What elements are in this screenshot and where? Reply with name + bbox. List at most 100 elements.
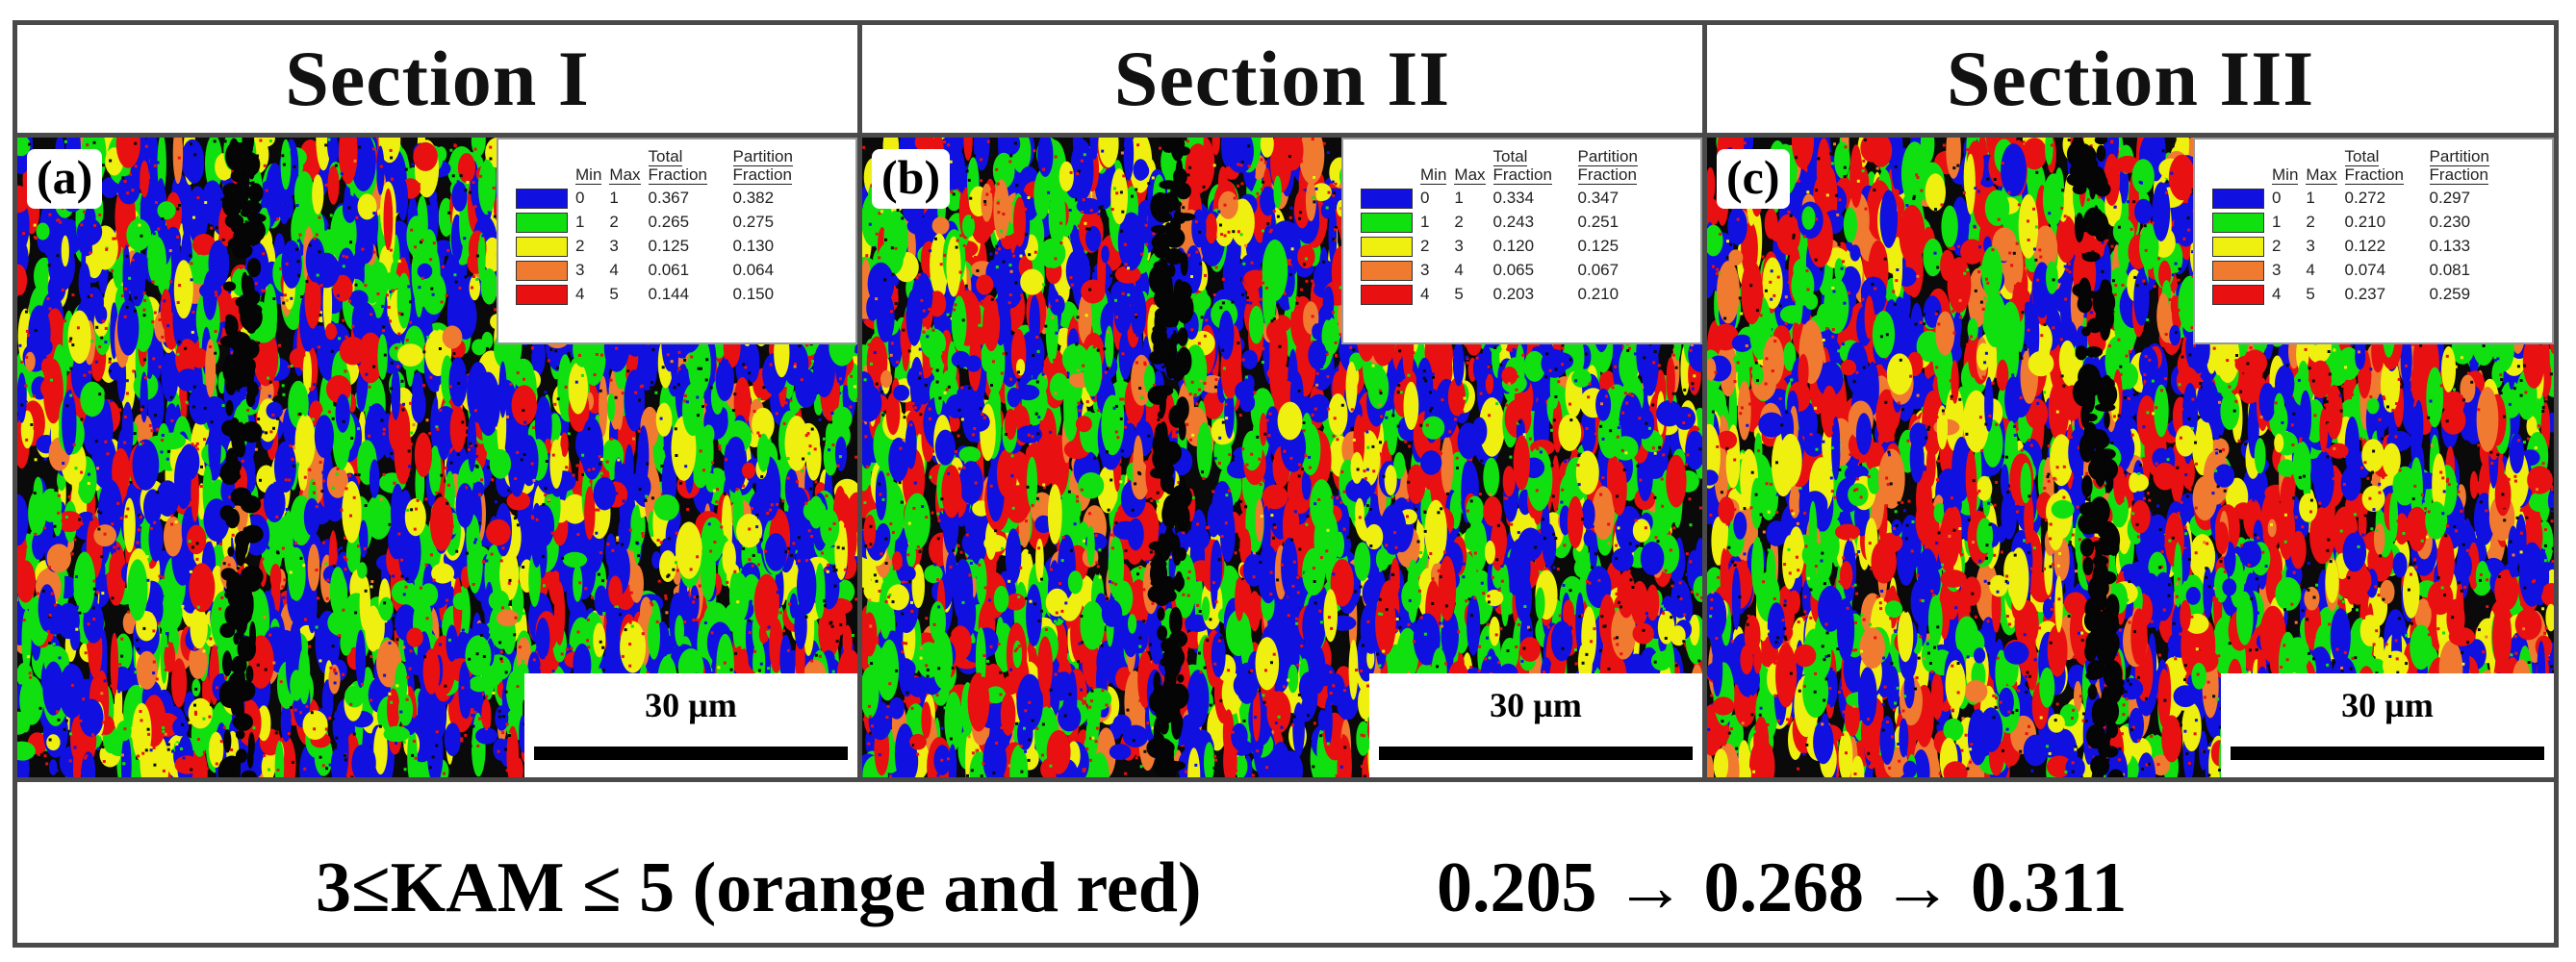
legend-partition-fraction: 0.130 xyxy=(732,237,775,255)
legend-max: 1 xyxy=(1454,189,1464,207)
legend-partition-fraction: 0.064 xyxy=(732,261,775,279)
legend-partition-fraction: 0.133 xyxy=(2429,237,2471,255)
legend-total-fraction: 0.144 xyxy=(648,285,690,303)
legend-partition-fraction: 0.347 xyxy=(1577,189,1620,207)
legend-row: 1 2 0.265 0.275 xyxy=(512,210,814,234)
legend-swatch xyxy=(2212,189,2264,210)
legend-min: 2 xyxy=(575,237,585,255)
legend-rows: 0 1 0.367 0.382 1 2 0.265 0.275 2 3 0.125 0.130 3 4 0.… xyxy=(512,186,814,306)
section-title-1: Section I xyxy=(285,35,590,122)
section-title-2: Section II xyxy=(1113,35,1451,122)
legend-header-max: Max xyxy=(2306,165,2337,185)
kam-legend-a: Min Max Total Fraction Partition Fractio… xyxy=(497,138,857,344)
legend-min: 3 xyxy=(575,261,585,279)
legend-header-partition: Partition Fraction xyxy=(2429,147,2489,185)
legend-row: 1 2 0.210 0.230 xyxy=(2208,210,2511,234)
legend-row: 2 3 0.125 0.130 xyxy=(512,234,814,258)
legend-swatch xyxy=(516,237,568,258)
legend-partition-fraction: 0.297 xyxy=(2429,189,2471,207)
legend-partition-fraction: 0.259 xyxy=(2429,285,2471,303)
legend-header-max: Max xyxy=(609,165,641,185)
legend-max: 2 xyxy=(1454,213,1464,231)
legend-total-fraction: 0.074 xyxy=(2344,261,2386,279)
legend-total-fraction: 0.125 xyxy=(648,237,690,255)
legend-swatch xyxy=(1361,261,1413,282)
legend-total-fraction: 0.122 xyxy=(2344,237,2386,255)
scale-bar-label-a: 30 µm xyxy=(645,686,737,724)
legend-total-fraction: 0.061 xyxy=(648,261,690,279)
legend-header-total: Total Fraction xyxy=(648,147,707,185)
legend-table: Min Max Total Fraction Partition Fractio… xyxy=(1357,147,1659,306)
scale-bar-box-c: 30 µm xyxy=(2221,673,2554,777)
legend-header-min: Min xyxy=(575,165,602,185)
legend-min: 2 xyxy=(1420,237,1430,255)
legend-header-total: Total Fraction xyxy=(1492,147,1552,185)
title-divider xyxy=(17,133,2554,138)
legend-partition-fraction: 0.210 xyxy=(1577,285,1620,303)
kam-legend-b: Min Max Total Fraction Partition Fractio… xyxy=(1341,138,1702,344)
legend-min: 2 xyxy=(2272,237,2282,255)
legend-min: 4 xyxy=(2272,285,2282,303)
legend-table: Min Max Total Fraction Partition Fractio… xyxy=(2208,147,2511,306)
legend-min: 1 xyxy=(2272,213,2282,231)
legend-max: 4 xyxy=(2306,261,2315,279)
scale-bar-label-b: 30 µm xyxy=(1490,686,1582,724)
kam-map-panel-c: (c) Min Max Total Fraction Partition Fra… xyxy=(1707,138,2554,777)
scale-bar-box-b: 30 µm xyxy=(1369,673,1702,777)
legend-total-fraction: 0.265 xyxy=(648,213,690,231)
legend-min: 0 xyxy=(2272,189,2282,207)
legend-row: 0 1 0.367 0.382 xyxy=(512,186,814,210)
panel-label-b: (b) xyxy=(872,149,951,209)
legend-max: 3 xyxy=(1454,237,1464,255)
legend-swatch xyxy=(516,261,568,282)
legend-swatch xyxy=(516,213,568,234)
kam-map-panel-a: (a) Min Max Total Fraction Partition Fra… xyxy=(17,138,857,777)
legend-max: 2 xyxy=(609,213,619,231)
legend-swatch xyxy=(1361,237,1413,258)
legend-row: 3 4 0.074 0.081 xyxy=(2208,258,2511,282)
legend-total-fraction: 0.120 xyxy=(1492,237,1535,255)
legend-table: Min Max Total Fraction Partition Fractio… xyxy=(512,147,814,306)
legend-max: 1 xyxy=(2306,189,2315,207)
legend-row: 4 5 0.203 0.210 xyxy=(1357,282,1659,306)
legend-min: 3 xyxy=(1420,261,1430,279)
legend-partition-fraction: 0.251 xyxy=(1577,213,1620,231)
legend-partition-fraction: 0.067 xyxy=(1577,261,1620,279)
legend-swatch xyxy=(1361,189,1413,210)
legend-row: 2 3 0.122 0.133 xyxy=(2208,234,2511,258)
legend-swatch xyxy=(2212,213,2264,234)
legend-swatch xyxy=(516,189,568,210)
legend-total-fraction: 0.237 xyxy=(2344,285,2386,303)
legend-row: 3 4 0.065 0.067 xyxy=(1357,258,1659,282)
legend-row: 4 5 0.237 0.259 xyxy=(2208,282,2511,306)
scale-bar-a xyxy=(534,747,848,760)
legend-row: 0 1 0.272 0.297 xyxy=(2208,186,2511,210)
caption-divider xyxy=(17,777,2554,782)
panel-label-c: (c) xyxy=(1717,149,1790,209)
legend-total-fraction: 0.203 xyxy=(1492,285,1535,303)
kam-map-panel-b: (b) Min Max Total Fraction Partition Fra… xyxy=(862,138,1702,777)
legend-rows: 0 1 0.272 0.297 1 2 0.210 0.230 2 3 0.122 0.133 3 4 0.… xyxy=(2208,186,2511,306)
legend-row: 0 1 0.334 0.347 xyxy=(1357,186,1659,210)
legend-header-partition: Partition Fraction xyxy=(732,147,793,185)
legend-partition-fraction: 0.081 xyxy=(2429,261,2471,279)
kam-legend-c: Min Max Total Fraction Partition Fractio… xyxy=(2193,138,2554,344)
scale-bar-label-c: 30 µm xyxy=(2341,686,2434,724)
section-divider-2 xyxy=(1702,25,1707,777)
legend-row: 2 3 0.120 0.125 xyxy=(1357,234,1659,258)
legend-max: 3 xyxy=(2306,237,2315,255)
legend-max: 5 xyxy=(1454,285,1464,303)
legend-max: 5 xyxy=(2306,285,2315,303)
legend-header-min: Min xyxy=(1420,165,1447,185)
legend-swatch xyxy=(1361,213,1413,234)
legend-min: 4 xyxy=(575,285,585,303)
caption-fraction-trend: 0.205 → 0.268 → 0.311 xyxy=(1437,848,2128,927)
legend-partition-fraction: 0.230 xyxy=(2429,213,2471,231)
legend-header-partition: Partition Fraction xyxy=(1577,147,1638,185)
scale-bar-box-a: 30 µm xyxy=(524,673,857,777)
figure-frame: Section I Section II Section III (a) Min… xyxy=(13,20,2559,948)
legend-total-fraction: 0.272 xyxy=(2344,189,2386,207)
legend-min: 1 xyxy=(575,213,585,231)
legend-total-fraction: 0.334 xyxy=(1492,189,1535,207)
legend-partition-fraction: 0.125 xyxy=(1577,237,1620,255)
